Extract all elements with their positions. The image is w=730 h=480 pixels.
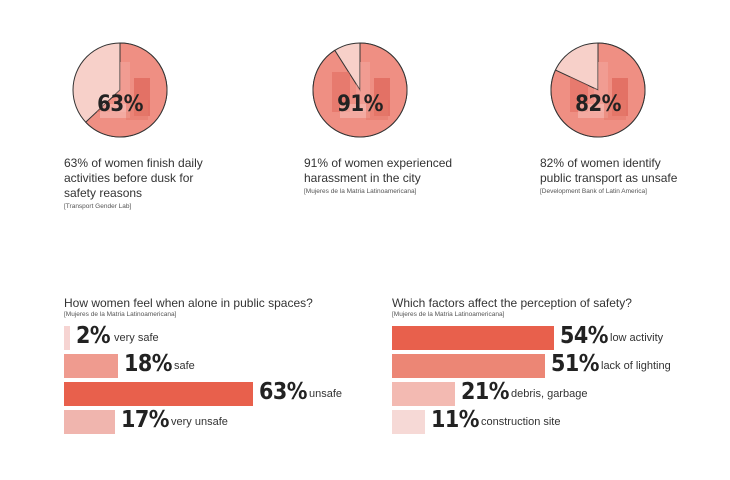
factors-chart-title: Which factors affect the perception of s… bbox=[392, 296, 632, 310]
bar bbox=[392, 326, 554, 350]
factors-chart: Which factors affect the perception of s… bbox=[392, 296, 712, 446]
bar-percent-label: 63% bbox=[259, 379, 308, 405]
factors-chart-source: [Mujeres de la Matria Latinoamericana] bbox=[392, 311, 505, 318]
transport-photo-icon bbox=[550, 42, 646, 138]
bar bbox=[392, 410, 425, 434]
bar-percent-label: 21% bbox=[461, 379, 510, 405]
bar bbox=[64, 382, 253, 406]
bar-percent-label: 18% bbox=[124, 351, 173, 377]
photo-texture-shape bbox=[578, 104, 608, 118]
bar-percent-label: 11% bbox=[431, 407, 480, 433]
stat-percent: 63% bbox=[97, 91, 143, 117]
bar-category-label: very unsafe bbox=[171, 416, 228, 428]
bar bbox=[392, 354, 545, 378]
bar-category-label: safe bbox=[174, 360, 195, 372]
bar bbox=[64, 410, 115, 434]
street-photo-icon bbox=[312, 42, 408, 138]
bar bbox=[64, 354, 118, 378]
bar-category-label: lack of lighting bbox=[601, 360, 671, 372]
feelings-chart-source: [Mujeres de la Matria Latinoamericana] bbox=[64, 311, 177, 318]
feelings-chart-title: How women feel when alone in public spac… bbox=[64, 296, 313, 310]
bar-category-label: unsafe bbox=[309, 388, 343, 400]
photo-texture-shape bbox=[340, 104, 370, 118]
stat-percent: 82% bbox=[575, 91, 621, 117]
photo-texture-shape bbox=[366, 100, 388, 120]
stat-circle-1: 63% bbox=[72, 42, 168, 138]
bar-percent-label: 2% bbox=[76, 323, 111, 349]
stat-circle-3: 82% bbox=[550, 42, 646, 138]
bar-category-label: debris, garbage bbox=[511, 388, 588, 400]
stat-percent: 91% bbox=[337, 91, 383, 117]
photo-texture-shape bbox=[604, 100, 626, 120]
bar-category-label: very safe bbox=[114, 332, 159, 344]
stat-description-1: 63% of women finish daily activities bef… bbox=[64, 156, 212, 211]
stat-source: [Transport Gender Lab] bbox=[64, 203, 132, 210]
market-photo-icon bbox=[72, 42, 168, 138]
bar-percent-label: 54% bbox=[560, 323, 609, 349]
feelings-chart: How women feel when alone in public spac… bbox=[64, 296, 364, 446]
stat-text: 63% of women finish daily activities bef… bbox=[64, 156, 203, 200]
stat-text: 91% of women experienced harassment in t… bbox=[304, 156, 453, 185]
stat-text: 82% of women identify public transport a… bbox=[540, 156, 678, 185]
bar-category-label: construction site bbox=[481, 416, 561, 428]
photo-texture-shape bbox=[332, 72, 350, 112]
photo-texture-shape bbox=[100, 104, 130, 118]
stat-description-3: 82% of women identify public transport a… bbox=[540, 156, 690, 196]
stat-circle-2: 91% bbox=[312, 42, 408, 138]
stat-description-2: 91% of women experienced harassment in t… bbox=[304, 156, 454, 196]
bar bbox=[392, 382, 455, 406]
stat-source: [Mujeres de la Matria Latinoamericana] bbox=[304, 188, 417, 195]
photo-texture-shape bbox=[126, 100, 148, 120]
bar bbox=[64, 326, 70, 350]
bar-percent-label: 17% bbox=[121, 407, 170, 433]
stat-source: [Development Bank of Latin America] bbox=[540, 188, 647, 195]
bar-category-label: low activity bbox=[610, 332, 664, 344]
bar-percent-label: 51% bbox=[551, 351, 600, 377]
